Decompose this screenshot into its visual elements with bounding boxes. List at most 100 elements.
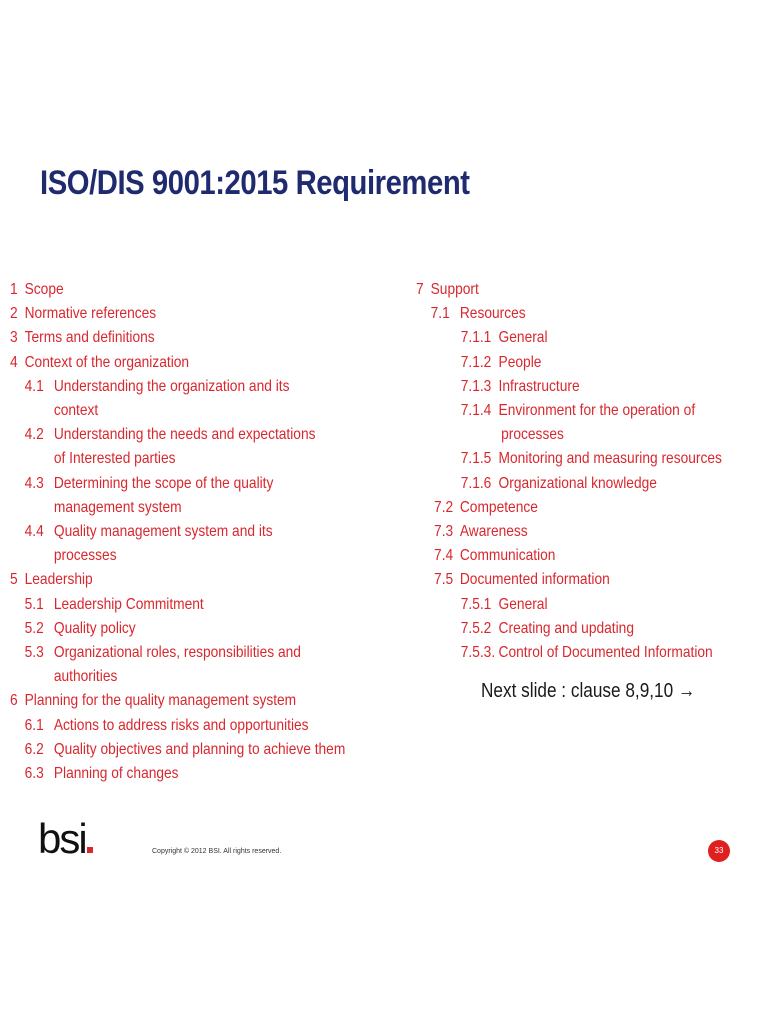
clause-number: 5.2 [24, 619, 44, 637]
clause-number: 7.1 [430, 305, 450, 323]
clause-number: 7.5 [434, 571, 454, 589]
clause-text: Control of Documented Information [498, 644, 713, 662]
clause-number: 6.1 [24, 716, 44, 734]
clause-number: 1 [10, 281, 18, 298]
clause-item: 7.5.1 General [416, 593, 700, 617]
clause-list-left: 1 Scope 2 Normative references 3 Terms and … [10, 278, 370, 786]
clause-number: 7.5.3. [460, 644, 496, 662]
clause-number: 4.4 [24, 523, 44, 541]
clause-item: 4.4 Quality management system and its proc… [10, 520, 320, 568]
clause-text: Communication [459, 547, 556, 565]
clause-text: Quality management system and its [53, 523, 273, 541]
clause-number: 7.1.5 [460, 450, 492, 468]
clause-number: 7.1.6 [460, 474, 492, 492]
clause-text: People [498, 353, 542, 371]
clause-text: Awareness [459, 523, 528, 541]
clause-text: Planning for the quality management syst… [24, 692, 297, 710]
next-slide-note: Next slide : clause 8,9,10 → [481, 680, 696, 702]
clause-number: 7.4 [434, 547, 454, 565]
clause-item: 6.1 Actions to address risks and opportun… [10, 714, 320, 738]
clause-number: 7.3 [434, 523, 454, 541]
clause-number: 7.1.4 [460, 402, 492, 420]
clause-item: 7.5 Documented information [416, 568, 700, 592]
clause-text-continuation: context [53, 402, 99, 420]
clause-text-continuation: authorities [53, 668, 118, 686]
clause-text-continuation: management system [53, 498, 182, 516]
clause-text-continuation: processes [501, 426, 564, 444]
clause-text: Infrastructure [498, 377, 580, 395]
clause-text: Creating and updating [498, 619, 634, 637]
clause-item: 6.2 Quality objectives and planning to ac… [10, 738, 346, 762]
clause-item: 1 Scope [10, 278, 320, 302]
clause-item: 7.1.3 Infrastructure [416, 375, 700, 399]
clause-item: 7.1.5 Monitoring and measuring resources [416, 447, 722, 471]
clause-item: 7.1.1 General [416, 326, 700, 350]
clause-text-continuation: processes [53, 547, 117, 565]
logo-dot-icon [86, 847, 93, 853]
clause-text: Actions to address risks and opportuniti… [53, 716, 309, 734]
clause-number: 4.2 [24, 426, 44, 444]
clause-text: Organizational knowledge [498, 474, 657, 492]
clause-list-right: 7 Support 7.1 Resources 7.1.1 General 7.1.2… [416, 278, 746, 665]
clause-number: 7.1.3 [460, 377, 492, 395]
clause-item: 7 Support [416, 278, 700, 302]
clause-item: 7.2 Competence [416, 496, 700, 520]
clause-number: 4 [10, 353, 18, 371]
clause-number: 7.1.1 [460, 329, 492, 347]
clause-text: General [498, 595, 548, 613]
clause-number: 5.1 [24, 595, 44, 613]
clause-text-continuation: of Interested parties [53, 450, 176, 468]
clause-item: 5.3 Organizational roles, responsibilitie… [10, 641, 320, 689]
clause-item: 7.5.3. Control of Documented Information [416, 641, 713, 665]
clause-text: Environment for the operation of [498, 402, 696, 420]
clause-text: Planning of changes [53, 765, 179, 783]
clause-text: Leadership [24, 571, 93, 589]
bsi-logo: bsi [38, 818, 93, 860]
clause-number: 6 [10, 692, 18, 710]
clause-item: 3 Terms and definitions [10, 326, 320, 350]
copyright-notice: Copyright © 2012 BSI. All rights reserve… [152, 848, 282, 855]
clause-text: Monitoring and measuring resources [498, 450, 722, 468]
clause-text: Scope [24, 281, 64, 298]
clause-item: 7.1.4 Environment for the operation of pro… [416, 399, 700, 447]
clause-item: 4.3 Determining the scope of the quality m… [10, 472, 320, 520]
clause-number: 2 [10, 305, 18, 323]
clause-number: 7 [416, 281, 424, 298]
clause-item: 6.3 Planning of changes [10, 762, 320, 786]
clause-item: 6 Planning for the quality management sys… [10, 689, 320, 713]
clause-item: 5 Leadership [10, 568, 320, 592]
clause-item: 7.3 Awareness [416, 520, 700, 544]
logo-text: bsi [38, 815, 88, 862]
clause-text: Terms and definitions [24, 329, 155, 347]
clause-text: Understanding the organization and its [53, 377, 290, 395]
clause-text: Leadership Commitment [53, 595, 204, 613]
page-number-badge: 33 [708, 840, 730, 862]
clause-item: 7.1.6 Organizational knowledge [416, 472, 700, 496]
clause-number: 7.5.2 [460, 619, 492, 637]
clause-item: 4.1 Understanding the organization and it… [10, 375, 320, 423]
clause-item: 2 Normative references [10, 302, 320, 326]
clause-text: Competence [459, 498, 538, 516]
clause-number: 6.3 [24, 765, 44, 783]
clause-item: 7.4 Communication [416, 544, 700, 568]
clause-item: 4 Context of the organization [10, 351, 320, 375]
clause-text: Resources [459, 305, 526, 323]
clause-number: 5.3 [24, 644, 44, 662]
clause-text: Quality policy [53, 619, 136, 637]
clause-text: Normative references [24, 305, 157, 323]
clause-text: Support [430, 281, 479, 298]
clause-text: Documented information [459, 571, 610, 589]
clause-text: Understanding the needs and expectations [53, 426, 316, 444]
clause-text: Organizational roles, responsibilities a… [53, 644, 301, 662]
clause-number: 5 [10, 571, 18, 589]
clause-item: 7.5.2 Creating and updating [416, 617, 700, 641]
clause-number: 7.5.1 [460, 595, 492, 613]
clause-item: 4.2 Understanding the needs and expectati… [10, 423, 320, 471]
clause-number: 4.3 [24, 474, 44, 492]
clause-item: 7.1.2 People [416, 351, 700, 375]
slide-title: ISO/DIS 9001:2015 Requirement [40, 164, 470, 202]
clause-text: Context of the organization [24, 353, 190, 371]
clause-item: 7.1 Resources [416, 302, 700, 326]
clause-item: 5.1 Leadership Commitment [10, 593, 320, 617]
clause-number: 6.2 [24, 740, 44, 758]
